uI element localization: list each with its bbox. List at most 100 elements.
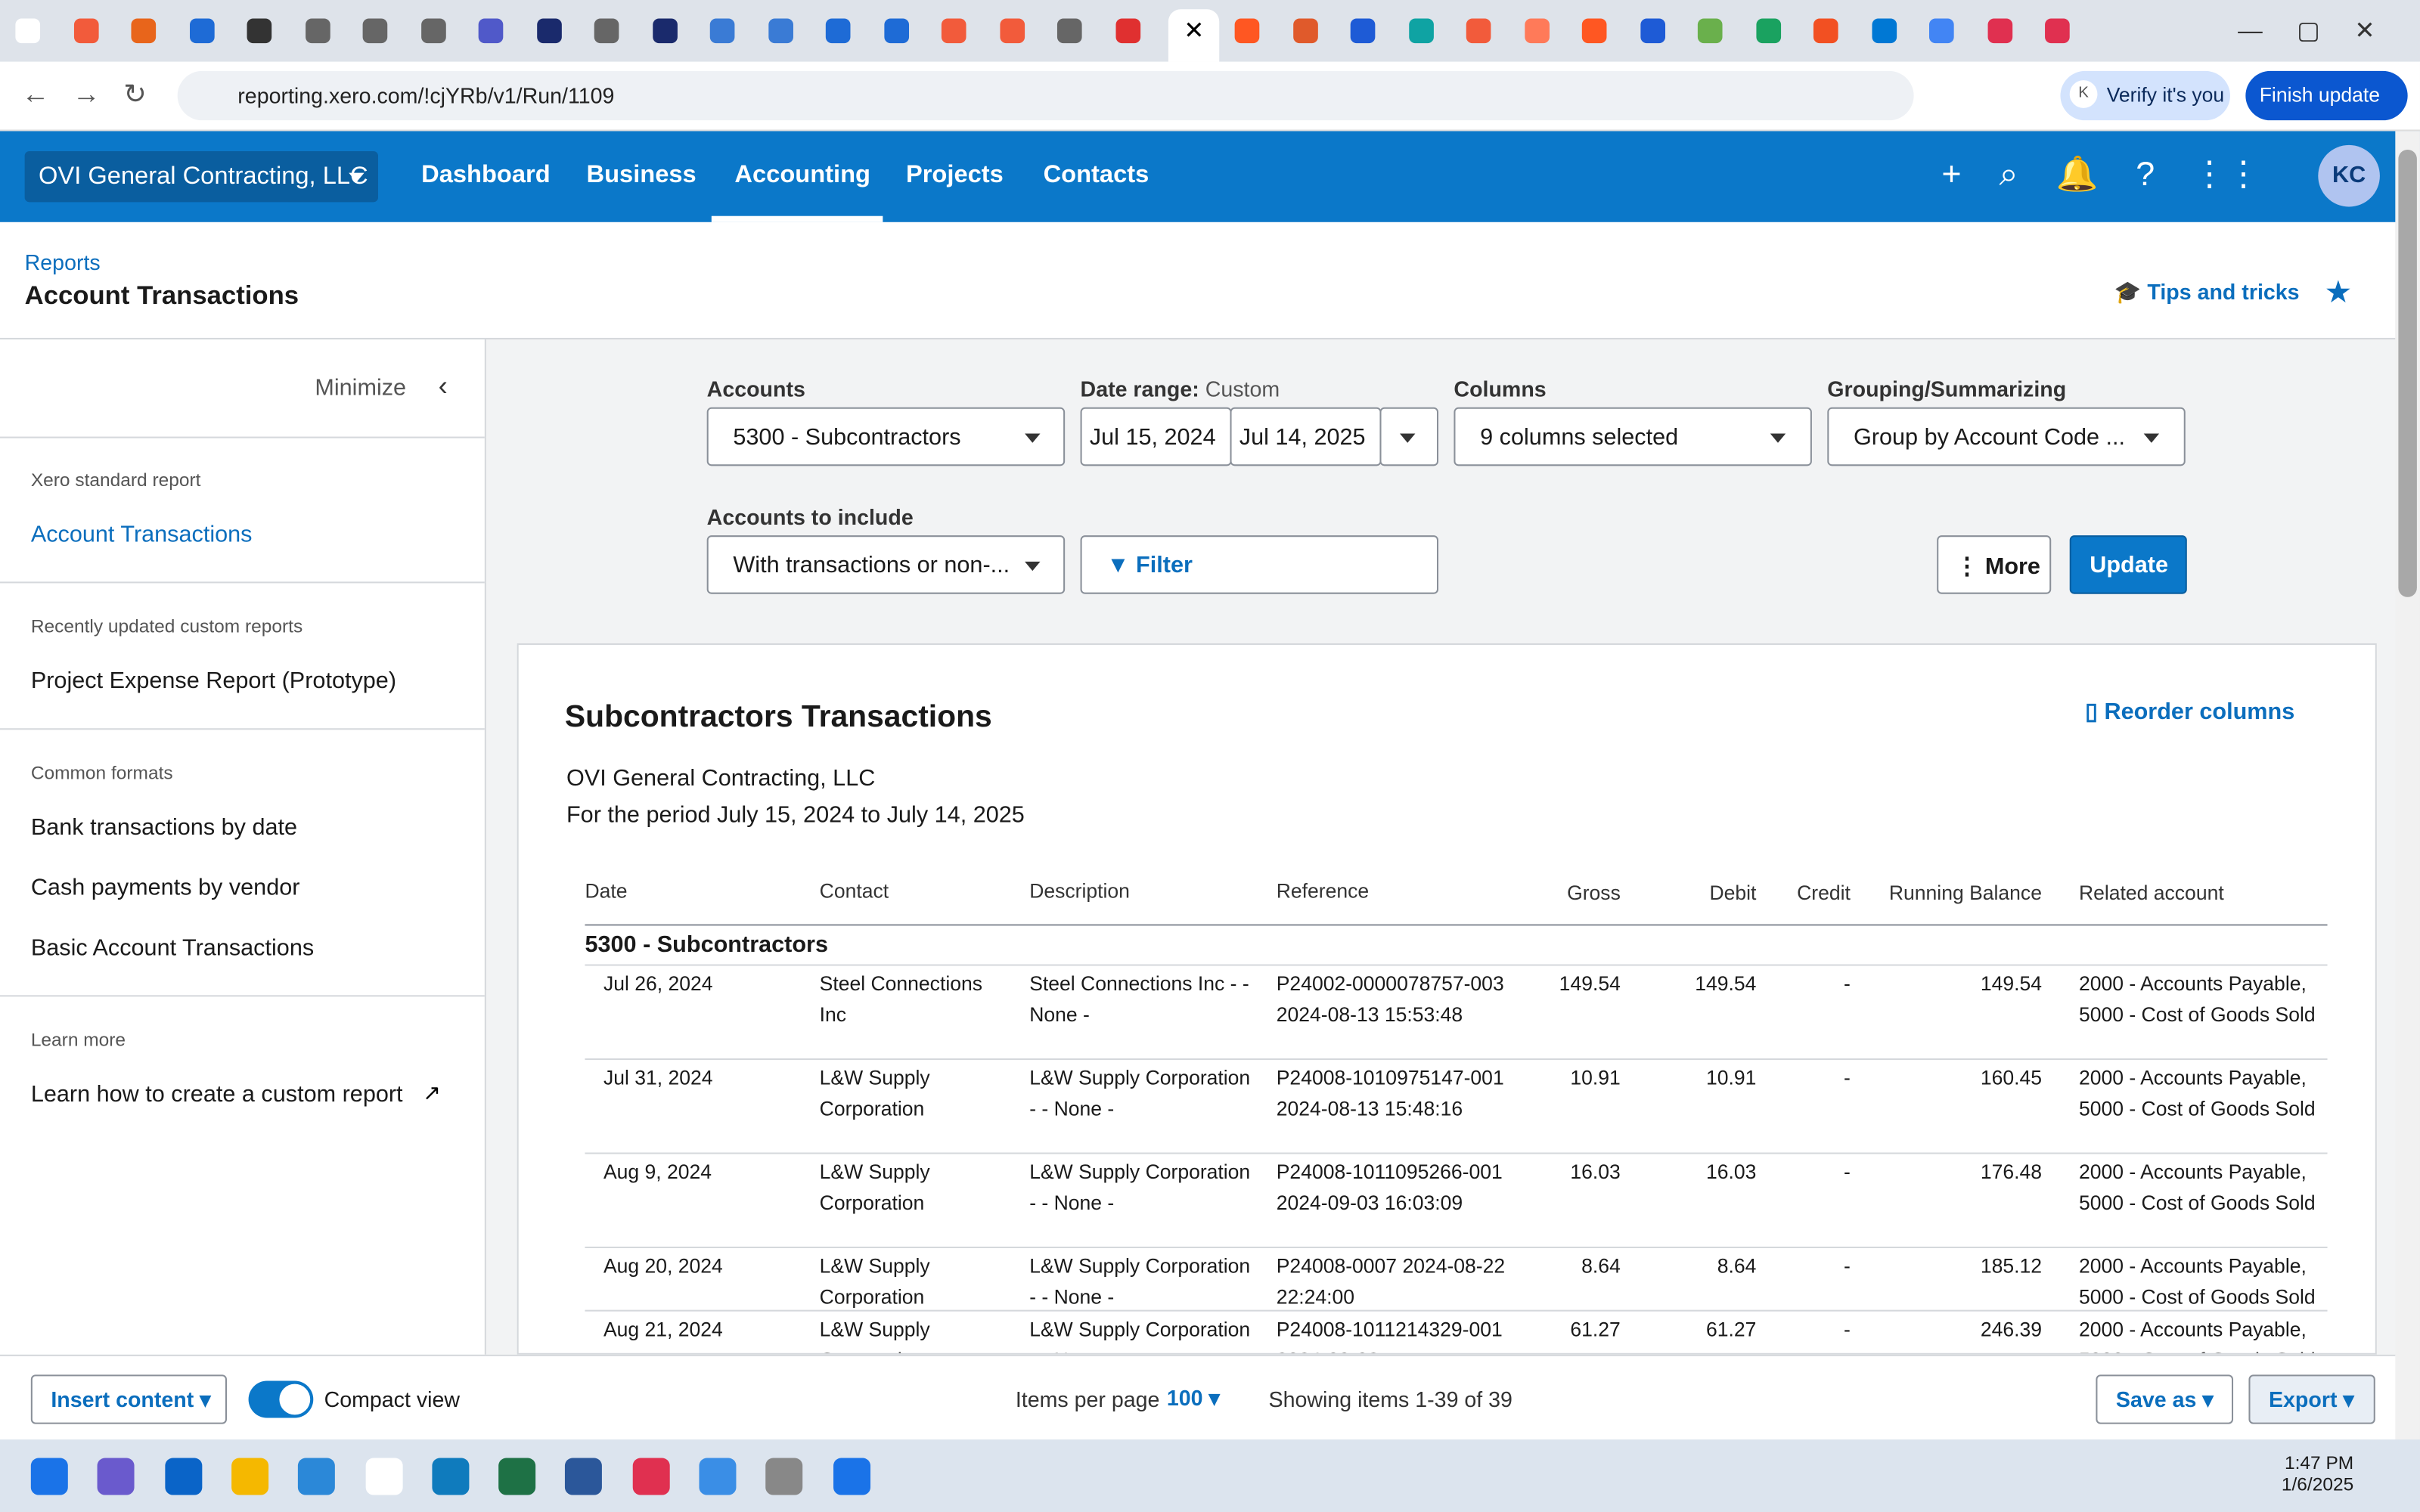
taskbar-app[interactable] — [365, 1458, 402, 1495]
reorder-columns[interactable]: ▯ Reorder columns — [2085, 699, 2295, 726]
tab[interactable] — [247, 18, 272, 44]
taskbar-app[interactable] — [498, 1458, 536, 1495]
tab[interactable] — [1697, 18, 1723, 44]
tab[interactable] — [1234, 18, 1260, 44]
tab[interactable] — [420, 18, 445, 44]
tab[interactable] — [1813, 18, 1838, 44]
filter-button[interactable]: ▼ Filter — [1080, 535, 1439, 594]
collapse-arrow[interactable]: ‹ — [438, 370, 448, 401]
taskbar-app[interactable] — [699, 1458, 737, 1495]
nav-item[interactable]: Projects — [905, 162, 1004, 188]
tab[interactable] — [941, 18, 966, 44]
update-button[interactable]: Update — [2069, 535, 2187, 594]
tab[interactable] — [1871, 18, 1897, 44]
tab[interactable] — [2045, 18, 2070, 44]
more-button[interactable]: ⋮ More — [1937, 535, 2052, 594]
side-link[interactable]: Account Transactions — [30, 521, 253, 548]
taskbar-app[interactable] — [432, 1458, 469, 1495]
avatar[interactable]: KC — [2318, 144, 2380, 207]
tab[interactable] — [478, 18, 504, 44]
taskbar-app[interactable] — [632, 1458, 670, 1495]
nav-item[interactable]: Dashboard — [421, 162, 551, 188]
tab[interactable] — [883, 18, 909, 44]
tab[interactable] — [1640, 18, 1665, 44]
favorite-star[interactable]: ★ — [2324, 276, 2353, 311]
taskbar-app[interactable] — [98, 1458, 135, 1495]
side-link[interactable]: Cash payments by vendor — [30, 875, 300, 901]
column-header[interactable]: Description — [1029, 879, 1130, 903]
active-tab[interactable] — [1168, 9, 1220, 62]
taskbar-app[interactable] — [765, 1458, 803, 1495]
taskbar-app[interactable] — [833, 1458, 870, 1495]
window-controls[interactable]: — ▢ ✕ — [2238, 18, 2375, 45]
tab[interactable] — [1115, 18, 1140, 44]
tab[interactable] — [1581, 18, 1607, 44]
tab[interactable] — [536, 18, 561, 44]
column-header[interactable]: Running Balance — [1888, 881, 2042, 904]
tab[interactable] — [188, 18, 214, 44]
column-header[interactable]: Related account — [2078, 881, 2224, 904]
breadcrumb[interactable]: Reports — [24, 249, 101, 275]
column-header[interactable]: Credit — [1797, 881, 1851, 904]
toggle[interactable] — [248, 1380, 314, 1418]
taskbar-app[interactable] — [565, 1458, 603, 1495]
tab[interactable] — [999, 18, 1025, 44]
close-tab[interactable]: ✕ — [1184, 18, 1205, 45]
tab[interactable] — [1524, 18, 1549, 44]
nav-item[interactable]: Contacts — [1043, 162, 1150, 188]
org-switcher[interactable]: OVI General Contracting, LLC — [24, 150, 378, 203]
tab[interactable] — [1056, 18, 1082, 44]
tab[interactable] — [15, 18, 41, 44]
tab[interactable] — [1929, 18, 1954, 44]
tips-link[interactable]: 🎓 Tips and tricks — [2114, 279, 2300, 305]
finish-update[interactable]: Finish update — [2245, 70, 2408, 121]
export[interactable]: Export ▾ — [2248, 1374, 2375, 1424]
tab[interactable] — [1755, 18, 1781, 44]
minimize[interactable]: Minimize — [315, 374, 407, 401]
side-link[interactable]: Project Expense Report (Prototype) — [30, 668, 397, 695]
side-link[interactable]: Basic Account Transactions — [30, 934, 315, 962]
column-header[interactable]: Reference — [1276, 879, 1370, 903]
tab[interactable] — [1350, 18, 1376, 44]
nav-item[interactable]: Accounting — [734, 162, 871, 188]
nav-buttons[interactable]: ← → ↻ — [21, 79, 147, 110]
columns-select[interactable]: 9 columns selected — [1454, 407, 1812, 466]
column-header[interactable]: Debit — [1709, 881, 1757, 904]
tab[interactable] — [594, 18, 619, 44]
nav-icons[interactable]: + ⌕ 🔔 ? ⋮⋮ — [1941, 154, 2260, 194]
save-as[interactable]: Save as ▾ — [2096, 1374, 2234, 1424]
tab[interactable] — [768, 18, 793, 44]
scroll-thumb[interactable] — [2398, 149, 2417, 597]
column-header[interactable]: Date — [585, 879, 628, 903]
taskbar-app[interactable] — [298, 1458, 336, 1495]
tab[interactable] — [709, 18, 735, 44]
column-header[interactable]: Gross — [1567, 881, 1621, 904]
tab[interactable] — [131, 18, 157, 44]
nav-item[interactable]: Business — [586, 162, 697, 188]
tab[interactable] — [362, 18, 388, 44]
scrollbar[interactable] — [2395, 131, 2420, 1440]
per-page-select[interactable]: 100 ▾ — [1166, 1385, 1220, 1411]
grouping-select[interactable]: Group by Account Code ... — [1827, 407, 2186, 466]
tab[interactable] — [305, 18, 330, 44]
tab[interactable] — [73, 18, 98, 44]
date-to[interactable]: Jul 14, 2025 — [1230, 407, 1382, 466]
tab[interactable] — [825, 18, 851, 44]
taskbar-app[interactable] — [231, 1458, 268, 1495]
verify-pill[interactable]: K Verify it's you — [2060, 70, 2230, 121]
tab[interactable] — [1466, 18, 1491, 44]
side-link[interactable]: Bank transactions by date — [30, 814, 298, 841]
date-from[interactable]: Jul 15, 2024 — [1080, 407, 1232, 466]
side-link[interactable]: Learn how to create a custom report — [30, 1081, 403, 1108]
column-header[interactable]: Contact — [819, 879, 889, 903]
insert-content[interactable]: Insert content ▾ — [30, 1374, 227, 1424]
accounts-select[interactable]: 5300 - Subcontractors — [706, 407, 1066, 466]
include-select[interactable]: With transactions or non-... — [706, 535, 1066, 594]
tab[interactable] — [1408, 18, 1433, 44]
tab[interactable] — [652, 18, 677, 44]
taskbar-app[interactable] — [30, 1458, 68, 1495]
url-box[interactable] — [177, 70, 1914, 121]
taskbar-app[interactable] — [164, 1458, 202, 1495]
tab[interactable] — [1987, 18, 2012, 44]
tab[interactable] — [1292, 18, 1317, 44]
